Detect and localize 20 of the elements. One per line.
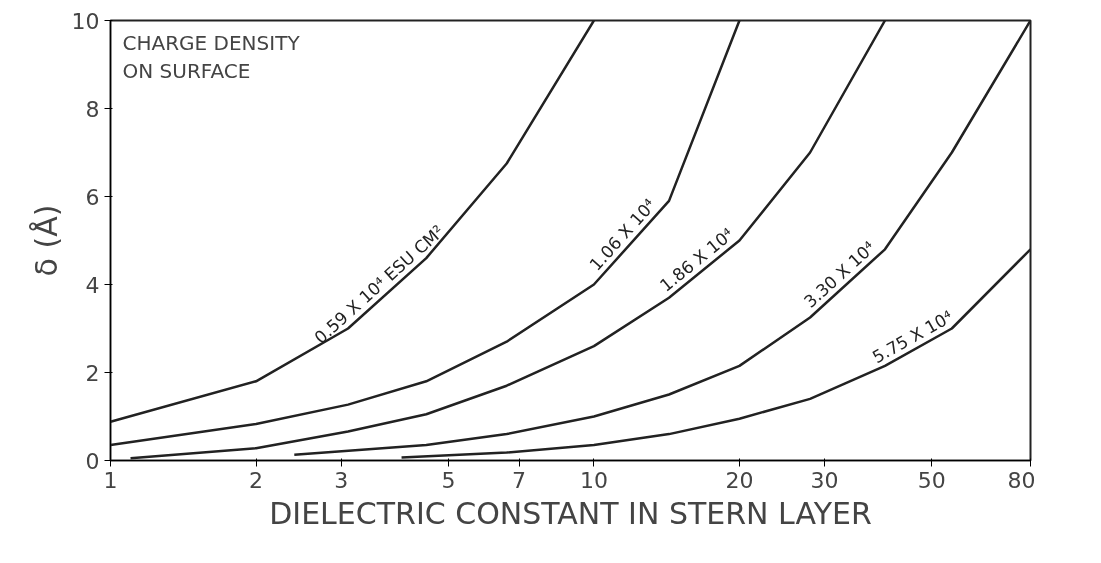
x-tick-label: 5 bbox=[441, 467, 456, 493]
x-tick-label: 10 bbox=[579, 467, 608, 493]
x-tick-label: 3 bbox=[334, 467, 349, 493]
legend-title: CHARGE DENSITY ON SURFACE bbox=[122, 30, 301, 84]
y-tick-label: 0 bbox=[85, 448, 100, 474]
x-tick-label: 80 bbox=[1007, 467, 1036, 493]
text: 5.75 X 10⁴ bbox=[868, 306, 957, 368]
x-axis-title: DIELECTRIC CONSTANT IN STERN LAYER bbox=[269, 495, 872, 531]
x-tick-label: 50 bbox=[917, 467, 946, 493]
x-tick-label: 1 bbox=[103, 467, 118, 493]
y-tick-label: 8 bbox=[85, 96, 100, 122]
x-tick-label: 7 bbox=[512, 467, 527, 493]
y-tick-label: 4 bbox=[85, 272, 100, 298]
x-tick-label: 2 bbox=[249, 467, 264, 493]
x-tick-label: 20 bbox=[725, 467, 754, 493]
y-tick-label: 2 bbox=[85, 360, 100, 386]
y-tick-label: 6 bbox=[85, 184, 100, 210]
y-tick-label: 10 bbox=[71, 8, 100, 34]
x-tick-label: 30 bbox=[810, 467, 839, 493]
y-axis-title: δ (Å) bbox=[28, 204, 64, 277]
